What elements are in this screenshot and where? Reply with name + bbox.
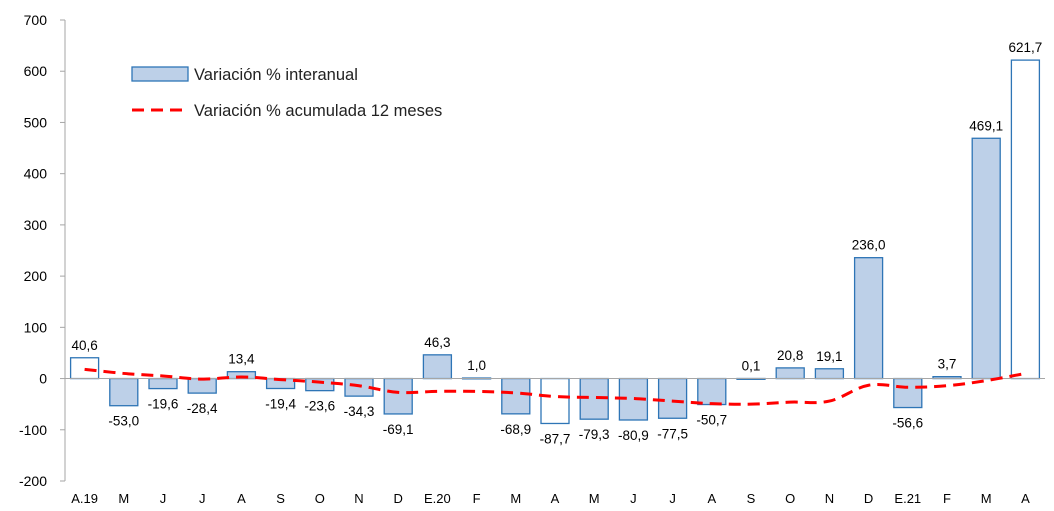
legend-line-label: Variación % acumulada 12 meses (194, 102, 442, 120)
x-category-label: O (785, 491, 795, 506)
bar (814, 368, 845, 380)
data-label: 0,1 (742, 359, 761, 374)
data-label: -34,3 (344, 404, 375, 419)
bar (383, 377, 413, 415)
bar (697, 377, 727, 406)
y-tick-label: 400 (24, 166, 48, 182)
x-category-label: M (589, 491, 600, 506)
legend-bar-swatch (131, 66, 189, 82)
bar (148, 377, 178, 390)
data-label: 46,3 (424, 335, 450, 350)
bars (69, 59, 1041, 425)
x-category-label: A (1021, 491, 1030, 506)
bar (422, 354, 453, 380)
x-category-label: S (276, 491, 285, 506)
data-label: -77,5 (657, 426, 688, 441)
data-label: -80,9 (618, 428, 649, 443)
bar (187, 377, 217, 394)
x-category-label: N (354, 491, 363, 506)
data-label: 19,1 (816, 349, 842, 364)
data-label: 469,1 (969, 118, 1003, 133)
cumulative-line-path (84, 367, 1026, 406)
x-category-label: J (669, 491, 676, 506)
data-label: -69,1 (383, 422, 414, 437)
data-label: -19,4 (265, 396, 296, 411)
x-category-label: D (394, 491, 403, 506)
data-label: 621,7 (1009, 40, 1043, 55)
y-tick-label: 600 (24, 63, 48, 79)
bar (69, 357, 100, 380)
x-category-label: A (237, 491, 246, 506)
y-tick-label: -100 (19, 422, 47, 438)
data-label: 1,0 (467, 358, 486, 373)
x-category-label: E.20 (424, 491, 451, 506)
x-category-label: D (864, 491, 873, 506)
data-label: -19,6 (148, 397, 179, 412)
bar (853, 257, 884, 380)
data-label: 3,7 (938, 357, 957, 372)
x-category-label: E.21 (894, 491, 921, 506)
x-category-label: O (315, 491, 325, 506)
data-label: -56,6 (892, 416, 923, 431)
x-category-label: M (981, 491, 992, 506)
data-label: -79,3 (579, 427, 610, 442)
y-tick-label: 200 (24, 268, 48, 284)
x-category-label: J (630, 491, 637, 506)
bar (109, 377, 139, 407)
x-category-label: A (707, 491, 716, 506)
x-category-label: M (510, 491, 521, 506)
data-label: 236,0 (852, 238, 886, 253)
data-label: -87,7 (540, 431, 571, 446)
cumulative-line (84, 367, 1026, 406)
y-tick-label: 700 (24, 12, 48, 28)
y-tick-label: 0 (39, 371, 47, 387)
x-category-label: N (825, 491, 834, 506)
data-label: -53,0 (108, 414, 139, 429)
legend: Variación % interanual Variación % acumu… (131, 66, 442, 120)
x-category-label: M (118, 491, 129, 506)
data-labels: 40,6 -53,0 -19,6 -28,4 13,4 -19,4 -23,6 -34,3 -6… (71, 40, 1042, 446)
bar (893, 377, 923, 409)
bar (657, 377, 688, 419)
x-category-label: S (747, 491, 756, 506)
x-category-label: A (551, 491, 560, 506)
bar (775, 367, 805, 380)
bar (305, 377, 335, 392)
data-label: -50,7 (696, 413, 727, 428)
y-tick-label: 100 (24, 319, 48, 335)
data-label: 13,4 (228, 352, 255, 367)
data-label: -23,6 (304, 399, 335, 414)
data-label: -68,9 (500, 422, 531, 437)
y-tick-label: 300 (24, 217, 48, 233)
category-labels: A.19 M J J A S O N D E.20 F M A M J J A S O N D E.21 F M A (71, 491, 1030, 506)
x-category-label: J (199, 491, 206, 506)
axes: -200 -100 0 100 200 300 400 500 600 700 (19, 12, 66, 489)
data-label: -28,4 (187, 401, 218, 416)
y-tick-label: 500 (24, 114, 48, 130)
x-category-label: J (160, 491, 167, 506)
x-category-label: F (473, 491, 481, 506)
y-tick-label: -200 (19, 473, 47, 489)
legend-bar-label: Variación % interanual (194, 66, 358, 84)
bar (501, 377, 531, 415)
data-label: 20,8 (777, 348, 803, 363)
data-label: 40,6 (71, 338, 97, 353)
bar (1010, 59, 1041, 380)
bar (540, 377, 570, 425)
x-category-label: A.19 (71, 491, 98, 506)
x-category-label: F (943, 491, 951, 506)
bar (971, 137, 1001, 380)
